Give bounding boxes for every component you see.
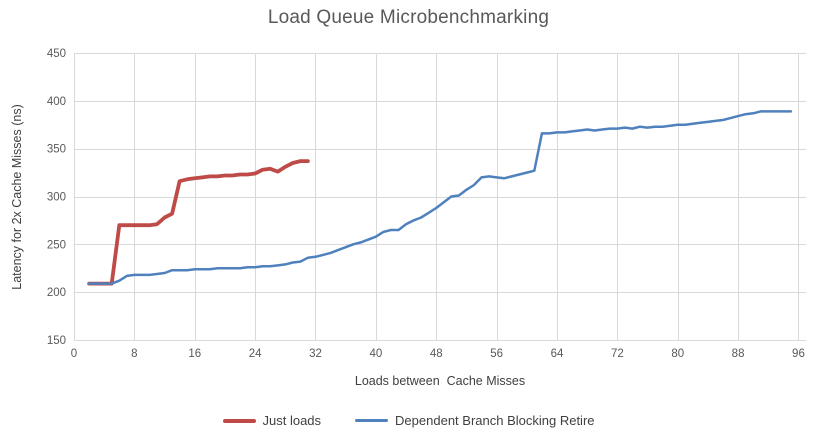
svg-text:0: 0 [71, 348, 77, 360]
svg-text:32: 32 [309, 348, 322, 360]
legend: Just loads Dependent Branch Blocking Ret… [0, 413, 817, 428]
legend-swatch-dependent-branch [355, 419, 389, 422]
svg-text:88: 88 [732, 348, 745, 360]
x-axis-title: Loads between Cache Misses [354, 374, 526, 388]
svg-text:64: 64 [551, 348, 564, 360]
legend-item-dependent-branch: Dependent Branch Blocking Retire [355, 413, 595, 428]
svg-text:24: 24 [249, 348, 262, 360]
svg-text:400: 400 [47, 96, 66, 108]
svg-text:350: 350 [47, 144, 66, 156]
chart-title: Load Queue Microbenchmarking [267, 7, 550, 28]
legend-label-dependent-branch: Dependent Branch Blocking Retire [395, 413, 595, 428]
svg-text:250: 250 [47, 239, 66, 251]
svg-text:56: 56 [490, 348, 503, 360]
svg-text:450: 450 [47, 48, 66, 60]
legend-swatch-just-loads [222, 418, 256, 423]
svg-text:300: 300 [47, 192, 66, 204]
svg-text:200: 200 [47, 287, 66, 299]
legend-item-just-loads: Just loads [222, 413, 322, 428]
svg-text:8: 8 [131, 348, 137, 360]
svg-text:150: 150 [47, 335, 66, 347]
svg-text:72: 72 [611, 348, 624, 360]
svg-text:80: 80 [671, 348, 684, 360]
svg-text:40: 40 [369, 348, 382, 360]
svg-text:16: 16 [188, 348, 201, 360]
legend-label-just-loads: Just loads [262, 413, 322, 428]
svg-text:96: 96 [792, 348, 805, 360]
svg-text:48: 48 [430, 348, 443, 360]
